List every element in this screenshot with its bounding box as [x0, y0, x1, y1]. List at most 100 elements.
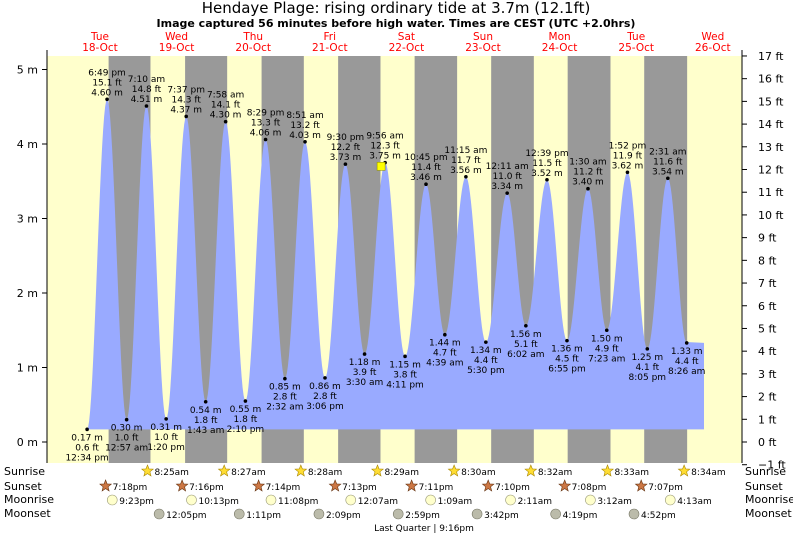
sunset-icon [175, 479, 189, 492]
moonset-icon [233, 508, 245, 520]
high-tide-ft: 13.3 ft [251, 119, 281, 129]
sunrise-icon [447, 464, 461, 477]
sunrise-time: 8:27am [231, 468, 266, 478]
day-date: 19-Oct [159, 42, 195, 54]
low-tide-dot [164, 417, 168, 421]
high-tide-ft: 11.7 ft [451, 156, 481, 166]
high-tide-time: 9:56 am [366, 132, 403, 142]
low-tide-m: 1.50 m [591, 334, 623, 344]
y-tick-label-ft: 7 ft [758, 277, 777, 290]
high-tide-m: 3.62 m [612, 161, 644, 171]
sunset-icon [252, 479, 266, 492]
high-tide-time: 12:39 pm [525, 149, 568, 159]
day-date: 26-Oct [695, 42, 731, 54]
moonset-time: 4:52pm [641, 511, 676, 521]
moonrise-time: 4:13am [677, 497, 712, 507]
sunset-time: 7:07pm [648, 483, 683, 493]
y-tick-label-ft: 3 ft [758, 368, 777, 381]
high-tide-ft: 14.1 ft [211, 101, 241, 111]
low-tide-time: 8:05 pm [629, 373, 667, 383]
moonrise-icon [505, 494, 516, 506]
low-tide-dot [524, 323, 528, 328]
tide-curve-layer [87, 99, 705, 430]
low-tide-time: 8:26 am [668, 367, 705, 377]
axes: 0 m 1 m 2 m 3 m 4 m 5 m −1 ft 0 ft 1 ft 2 ft 3 ft 4… [17, 50, 787, 472]
low-tide-ft: 1.0 ft [115, 434, 139, 444]
chart-subtitle: Image captured 56 minutes before high wa… [157, 17, 636, 30]
sunset-time: 7:11pm [419, 483, 454, 493]
moonrise-icon [425, 494, 436, 506]
moonrise-time: 11:08pm [278, 497, 318, 507]
moonrise-icon [345, 494, 357, 506]
sunrise-time: 8:29am [384, 468, 419, 478]
high-tide-ft: 11.5 ft [532, 159, 562, 169]
low-tide-ft: 1.0 ft [154, 433, 178, 443]
low-tide-ft: 3.8 ft [393, 370, 417, 380]
low-tide-dot [362, 352, 367, 356]
moonrise-icon [585, 494, 596, 506]
sunrise-time: 8:33am [614, 468, 649, 478]
low-tide-ft: 4.4 ft [474, 356, 498, 366]
y-tick-label-m: 3 m [17, 213, 38, 226]
low-tide-dot [203, 399, 208, 404]
low-tide-time: 4:39 am [426, 359, 463, 369]
high-tide-ft: 14.8 ft [132, 85, 162, 95]
day-name: Sat [398, 31, 415, 43]
high-tide-m: 4.03 m [289, 131, 321, 141]
y-tick-label-ft: 10 ft [758, 209, 784, 222]
day-name: Thu [242, 31, 263, 43]
chart-title: Hendaye Plage: rising ordinary tide at 3… [202, 0, 591, 17]
low-tide-m: 0.55 m [230, 405, 262, 415]
high-tide-ft: 11.6 ft [653, 157, 683, 167]
low-tide-time: 12:57 am [105, 444, 148, 454]
high-tide-dot [424, 182, 428, 187]
sunset-icon [99, 479, 113, 492]
low-tide-m: 1.34 m [470, 346, 502, 356]
moon-phase-label: Last Quarter | 9:16pm [374, 524, 474, 534]
low-tide-dot [283, 376, 287, 381]
high-tide-time: 6:49 pm [88, 68, 126, 78]
low-tide-dot [124, 417, 129, 422]
moonset-icon [313, 508, 325, 520]
low-tide-dot [684, 341, 689, 345]
high-tide-time: 7:58 am [207, 91, 244, 101]
high-tide-dot [223, 119, 228, 124]
moonrise-icon [106, 494, 118, 506]
high-tide-dot [343, 162, 348, 166]
high-tide-m: 4.06 m [250, 129, 282, 139]
sunrise-time: 8:30am [461, 468, 496, 478]
low-tide-ft: 5.1 ft [514, 340, 538, 350]
low-tide-dot [443, 332, 447, 337]
low-tide-m: 1.56 m [510, 330, 542, 340]
low-tide-m: 1.44 m [429, 339, 461, 349]
day-date: 20-Oct [235, 42, 271, 54]
sunset-time: 7:16pm [189, 483, 224, 493]
moonrise-time: 2:11am [518, 497, 553, 507]
low-tide-dot [85, 427, 89, 432]
high-tide-time: 7:10 am [128, 75, 165, 85]
sunset-label: Sunset [4, 480, 42, 493]
moonrise-label: Moonrise [4, 493, 54, 506]
sunset-time: 7:08pm [572, 483, 607, 493]
y-tick-label-ft: 0 ft [758, 436, 777, 449]
sunrise-icon [601, 464, 614, 477]
moonset-icon [153, 508, 165, 520]
low-tide-ft: 1.8 ft [194, 416, 218, 426]
low-tide-m: 1.33 m [671, 347, 703, 357]
low-tide-time: 5:30 pm [467, 366, 505, 376]
current-level-marker [376, 162, 386, 171]
high-tide-dot [625, 170, 630, 175]
day-name: Wed [165, 31, 188, 43]
moonrise-time: 3:12am [597, 497, 632, 507]
sunrise-icon [677, 464, 691, 477]
high-tide-dot [105, 97, 109, 102]
y-tick-label-ft: 8 ft [758, 254, 777, 267]
high-tide-dot [263, 137, 268, 142]
day-name: Mon [549, 31, 571, 43]
high-tide-m: 3.75 m [369, 152, 401, 162]
low-tide-time: 6:02 am [507, 350, 544, 360]
low-tide-time: 7:23 am [588, 354, 625, 364]
low-tide-time: 1:43 am [187, 426, 224, 436]
y-tick-label-ft: −1 ft [758, 459, 786, 472]
high-tide-dot [144, 104, 149, 108]
